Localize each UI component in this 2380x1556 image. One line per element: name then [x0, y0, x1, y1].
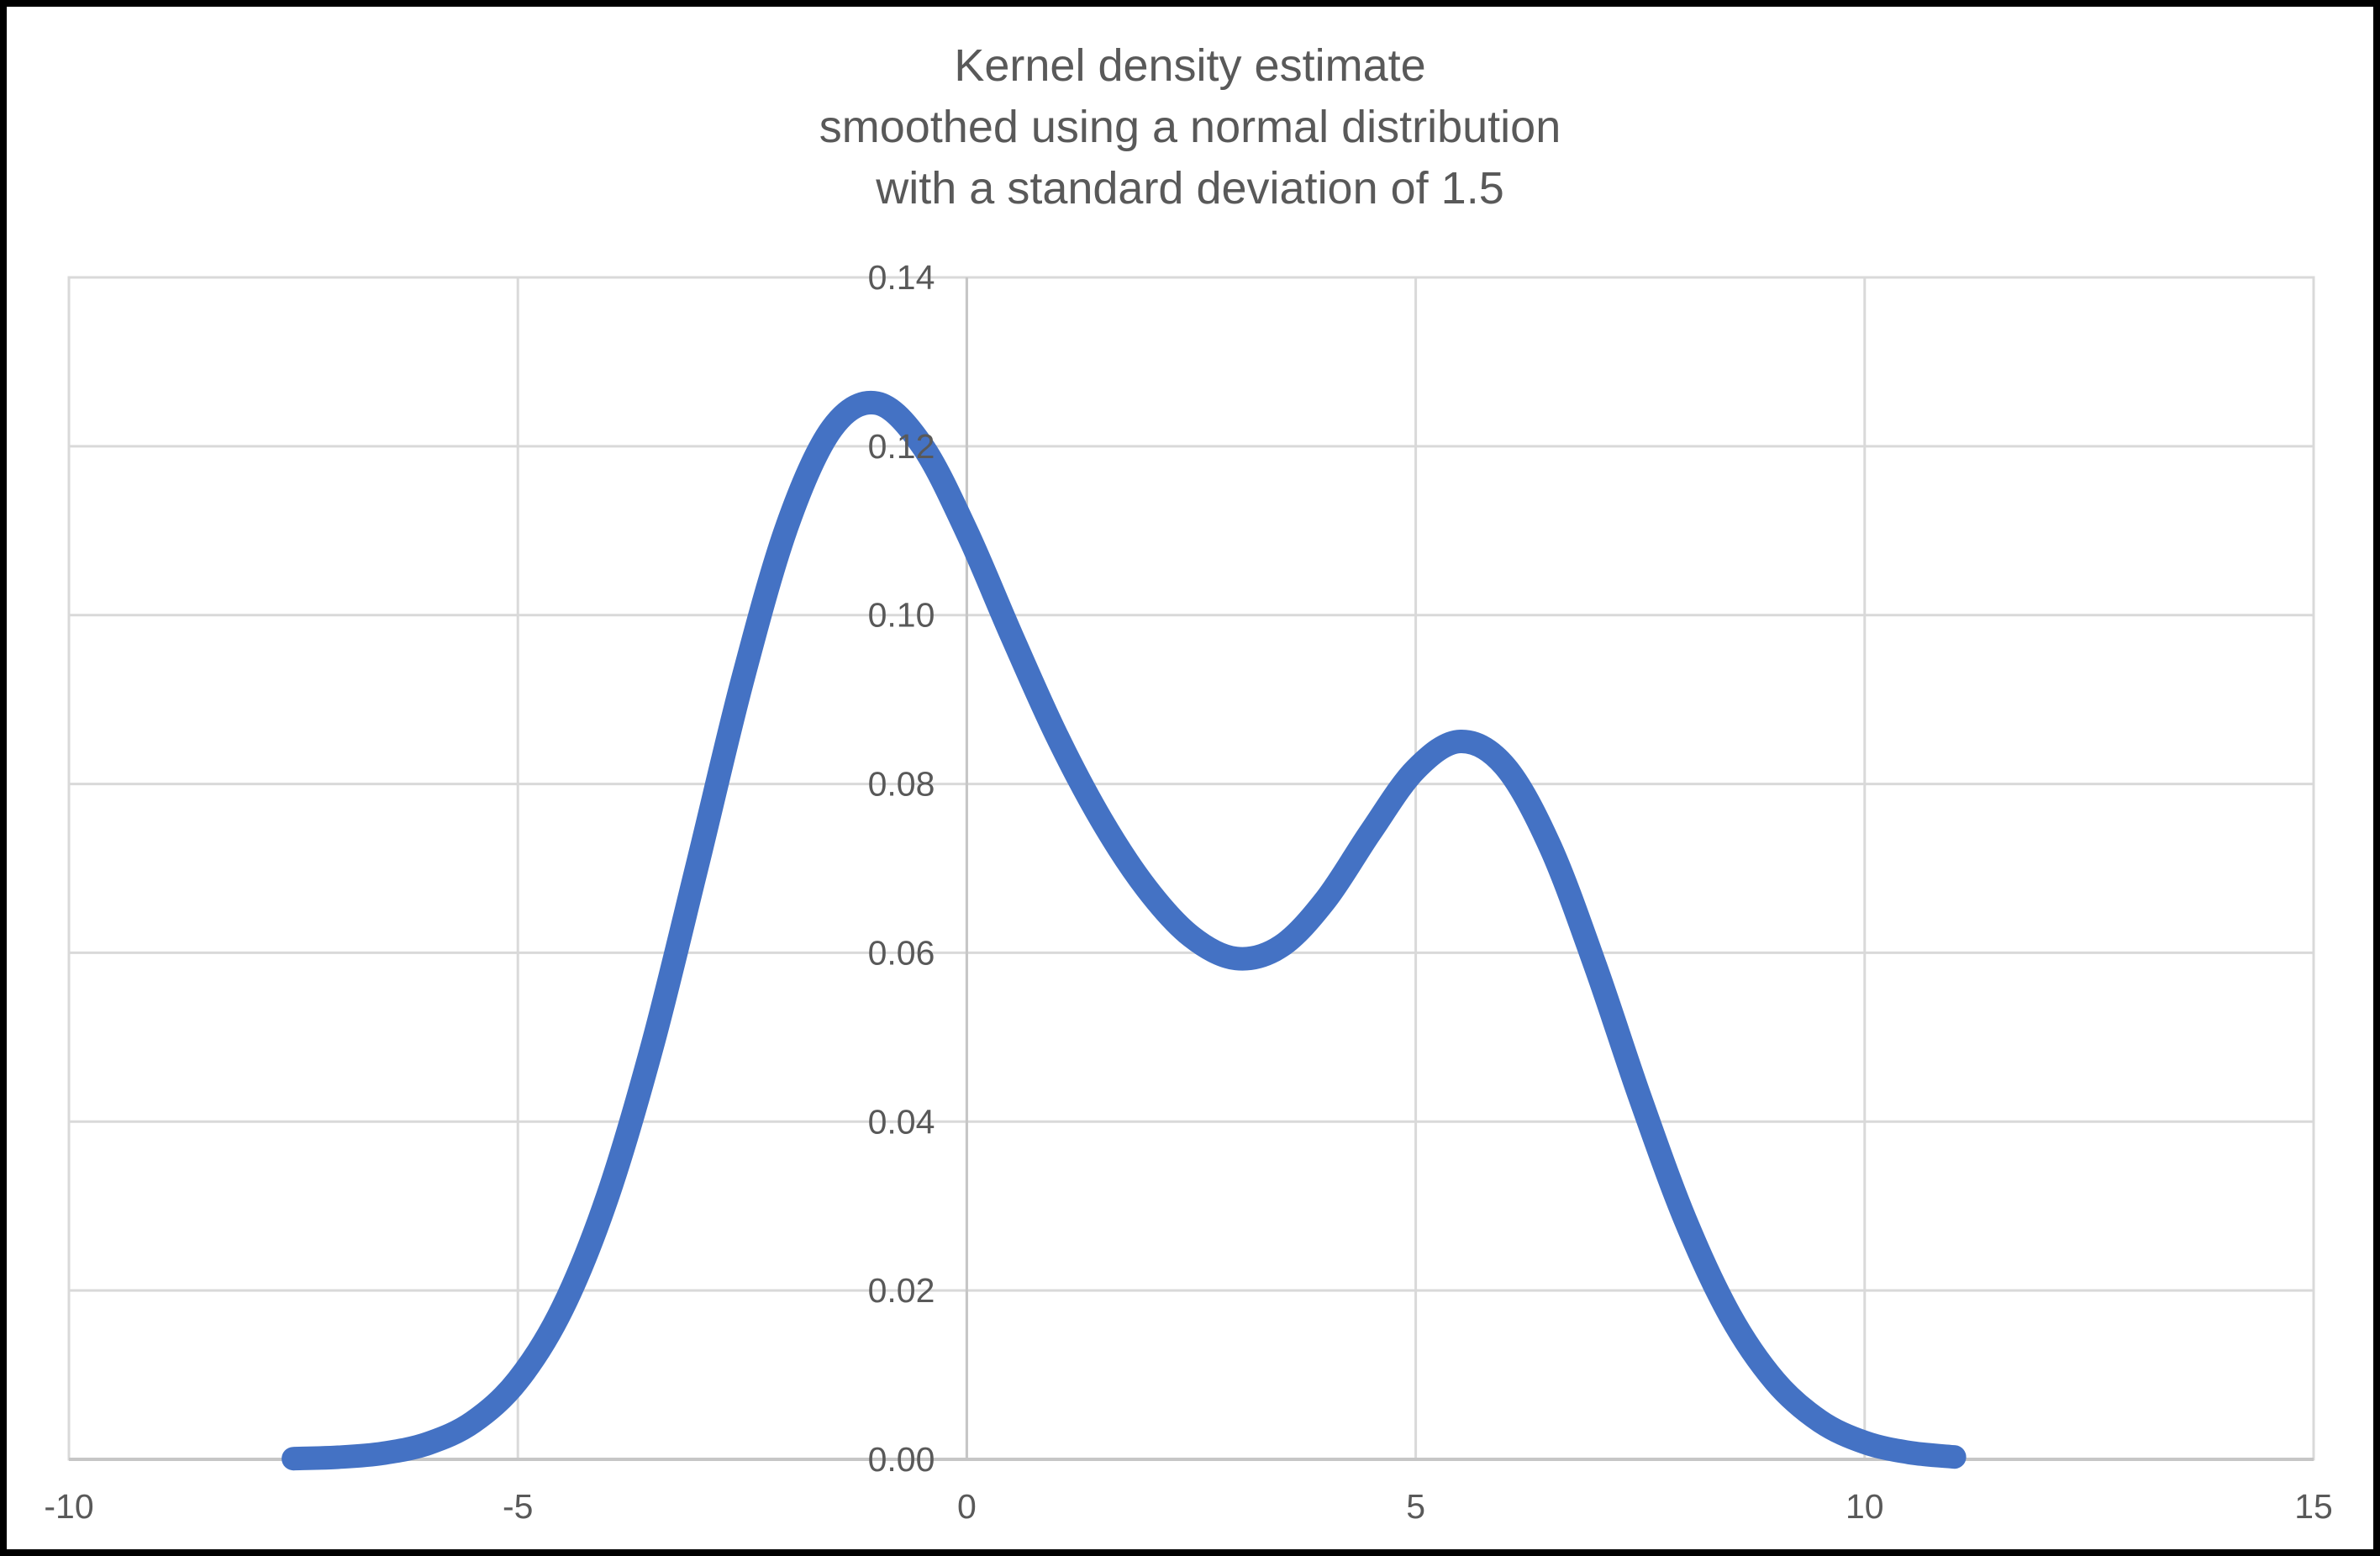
y-tick-label: 0.02 [868, 1271, 935, 1310]
x-tick-label: 5 [1406, 1487, 1425, 1526]
y-tick-label: 0.12 [868, 427, 935, 466]
y-tick-label: 0.04 [868, 1102, 935, 1141]
kde-curve [282, 390, 1967, 1471]
x-tick-label: 0 [957, 1487, 977, 1526]
chart-title-line-2: smoothed using a normal distribution [819, 102, 1561, 152]
y-tick-label: 0.08 [868, 765, 935, 804]
chart-title-line-3: with a standard deviation of 1.5 [876, 163, 1504, 214]
plot-area-border [67, 276, 2315, 1461]
y-tick-label: 0.00 [868, 1440, 935, 1479]
y-tick-label: 0.10 [868, 596, 935, 635]
x-tick-label: 10 [1846, 1487, 1884, 1526]
x-tick-label: -10 [44, 1487, 93, 1526]
y-tick-label: 0.06 [868, 933, 935, 972]
x-tick-label: 15 [2294, 1487, 2333, 1526]
chart-title: Kernel density estimate smoothed using a… [0, 35, 2380, 219]
chart-title-line-1: Kernel density estimate [954, 40, 1426, 91]
y-tick-label: 0.14 [868, 258, 935, 297]
x-tick-label: -5 [503, 1487, 533, 1526]
